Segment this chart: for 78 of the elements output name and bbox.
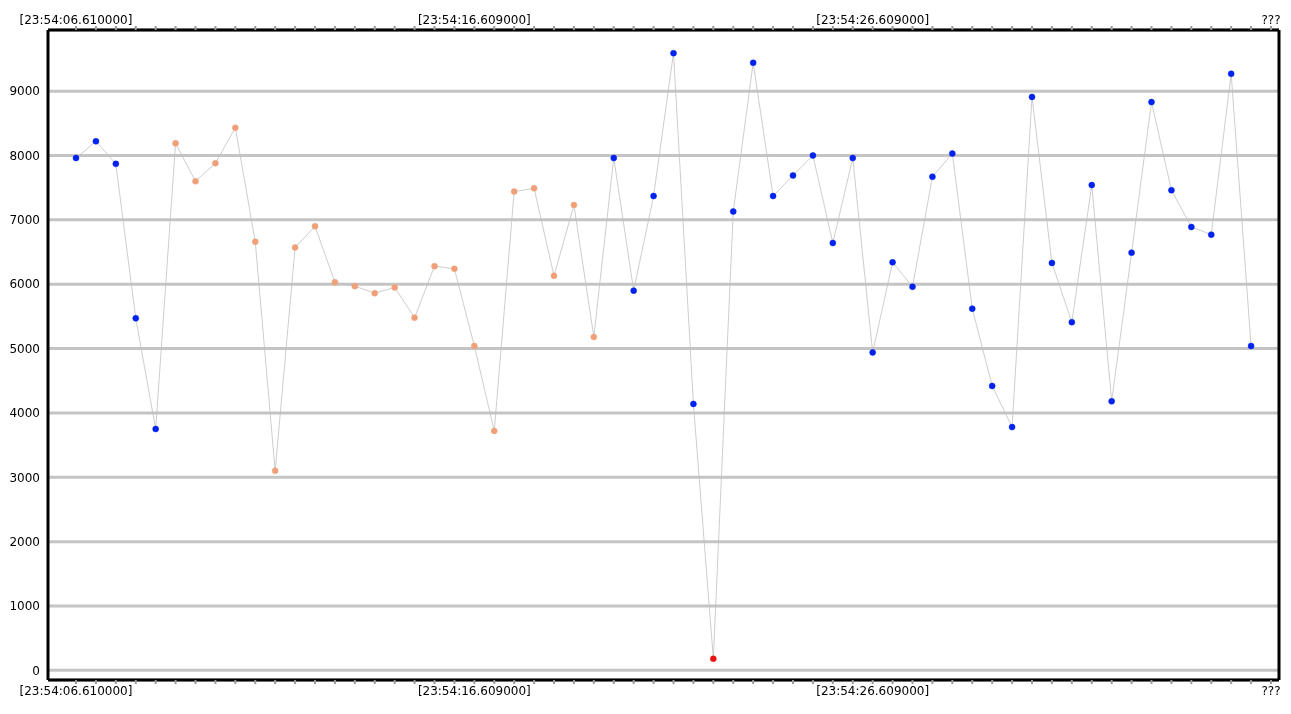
point <box>969 305 976 312</box>
point <box>510 188 518 195</box>
y-tick-label: 4000 <box>9 406 40 421</box>
x-tick-label: [23:54:26.609000] <box>816 13 930 27</box>
point <box>710 655 717 663</box>
point <box>92 138 100 145</box>
point <box>530 185 538 192</box>
x-tick-label: [23:54:06.610000] <box>19 13 133 27</box>
point <box>1108 398 1115 405</box>
point <box>152 425 159 433</box>
point <box>1168 187 1175 194</box>
point <box>789 172 797 179</box>
point <box>1247 342 1255 350</box>
point <box>471 342 478 350</box>
category-label: [23:54:26.609000] <box>816 683 930 698</box>
point <box>172 140 179 147</box>
point <box>72 154 80 162</box>
point <box>630 287 637 294</box>
point <box>1148 98 1155 106</box>
point <box>590 333 598 341</box>
y-tick-label: 5000 <box>9 341 40 356</box>
point <box>271 467 279 475</box>
point <box>1208 231 1215 238</box>
point <box>351 282 359 290</box>
category-label: [23:54:06.610000] <box>19 683 133 698</box>
y-tick-label: 2000 <box>9 534 40 549</box>
point <box>192 177 199 185</box>
point <box>1048 259 1056 267</box>
point <box>252 238 259 245</box>
y-tick-label: 3000 <box>9 470 40 485</box>
point <box>1068 318 1076 326</box>
y-tick-label: 6000 <box>9 277 40 292</box>
point <box>1188 223 1195 231</box>
point <box>829 239 837 247</box>
point <box>570 201 578 209</box>
point <box>949 150 956 157</box>
point <box>849 154 856 162</box>
point <box>232 124 239 132</box>
point <box>749 59 757 67</box>
point <box>391 284 398 291</box>
point <box>809 152 817 159</box>
y-tick-label: 0 <box>32 663 40 678</box>
point <box>988 382 996 390</box>
category-label: [23:54:16.609000] <box>417 683 531 698</box>
point <box>491 427 498 435</box>
point <box>311 223 319 230</box>
point <box>411 314 418 321</box>
y-tick-label: 8000 <box>9 148 40 163</box>
y-tick-label: 9000 <box>9 84 40 99</box>
point <box>1128 249 1135 256</box>
point <box>1088 181 1095 189</box>
point <box>371 289 378 297</box>
point <box>431 262 438 270</box>
x-tick-label: [23:54:16.609000] <box>417 13 531 27</box>
x-tick-label: ??? <box>1261 13 1281 27</box>
point <box>550 272 558 280</box>
point <box>451 265 458 273</box>
point <box>929 173 936 180</box>
point <box>132 315 139 322</box>
point <box>690 400 697 408</box>
point <box>889 259 896 266</box>
point <box>610 154 617 162</box>
y-tick-label: 1000 <box>9 599 40 614</box>
point <box>769 192 777 200</box>
point <box>909 283 916 291</box>
point <box>1227 70 1235 78</box>
point <box>650 192 657 200</box>
point <box>1008 423 1016 431</box>
point <box>291 244 299 251</box>
point <box>1028 93 1036 101</box>
point <box>112 160 120 168</box>
point <box>331 279 339 286</box>
point <box>670 49 677 57</box>
point <box>869 349 876 356</box>
point <box>730 208 737 215</box>
point <box>212 159 219 167</box>
category-label: ??? <box>1261 683 1281 698</box>
y-tick-label: 7000 <box>9 213 40 228</box>
